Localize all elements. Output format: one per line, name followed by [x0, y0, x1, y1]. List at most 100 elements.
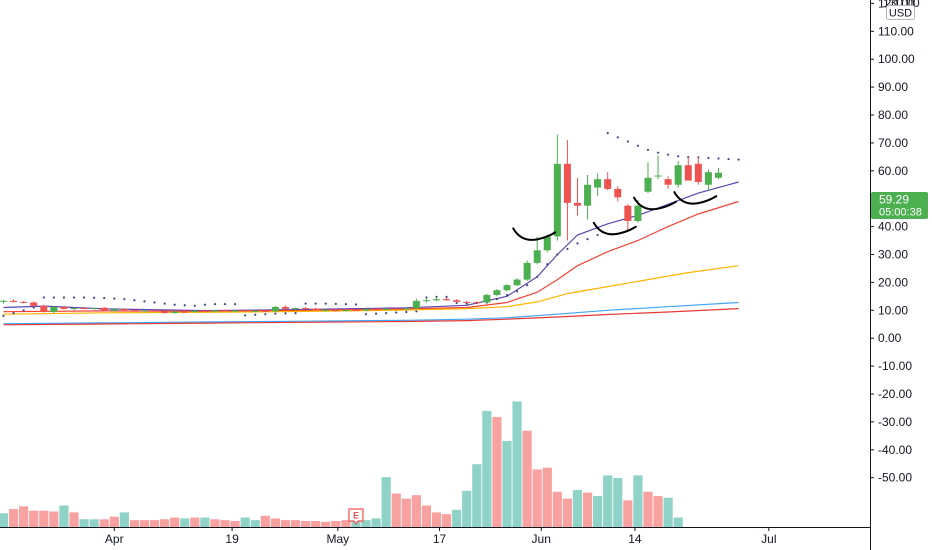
price-tick-label: -30.00 — [878, 415, 912, 429]
candle — [90, 307, 98, 310]
candle-body — [463, 301, 471, 303]
volume-bar — [572, 490, 583, 527]
candle-body — [372, 309, 380, 311]
price-tick-label: 100.00 — [878, 52, 915, 66]
volume-bar — [633, 475, 643, 527]
volume-bar — [653, 496, 663, 527]
volume-bar — [673, 517, 683, 527]
earnings-marker[interactable]: E — [348, 508, 364, 526]
candle — [382, 308, 390, 311]
candle-body — [70, 308, 78, 310]
candle-body — [422, 300, 430, 302]
psar-dot — [364, 313, 368, 316]
candle-body — [191, 310, 199, 312]
candle — [20, 301, 28, 304]
psar-dot — [566, 247, 569, 251]
volume-bar — [260, 515, 270, 527]
volume-bar — [562, 498, 573, 527]
psar-dot — [254, 313, 257, 316]
candle — [120, 308, 128, 311]
psar-dot — [153, 301, 156, 304]
psar-dot — [435, 295, 438, 299]
candle — [80, 306, 88, 310]
price-tick-label: -10.00 — [878, 359, 912, 373]
volume-bar — [391, 493, 401, 527]
psar-dot — [465, 302, 468, 305]
candle-body — [402, 308, 410, 310]
psar-dot — [264, 313, 267, 316]
volume-bar — [341, 520, 351, 527]
psar-dot — [143, 300, 146, 303]
candle — [473, 301, 481, 304]
parabolic-sar — [2, 132, 740, 317]
psar-dot — [103, 296, 106, 300]
candle — [40, 304, 48, 313]
psar-dot — [72, 296, 76, 299]
candle — [60, 305, 68, 310]
volume-bar — [270, 518, 280, 527]
candle-body — [523, 262, 531, 280]
psar-dot — [203, 303, 206, 306]
volume-bar — [462, 490, 472, 527]
price-tick-label: 30.00 — [878, 248, 908, 262]
psar-dot — [596, 233, 599, 237]
candle — [453, 299, 461, 303]
psar-dot — [123, 298, 126, 301]
candle — [292, 307, 300, 311]
candle-body — [513, 279, 521, 286]
time-tick-label: May — [326, 532, 349, 546]
candle-body — [664, 179, 672, 185]
price-tick-label: -20.00 — [878, 387, 912, 401]
candle — [614, 186, 622, 202]
price-tick-label: 60.00 — [878, 164, 908, 178]
volume-bar — [482, 410, 492, 527]
candle — [261, 309, 269, 312]
volume-bar — [180, 518, 190, 527]
psar-dot — [12, 311, 15, 315]
volume-bar — [603, 475, 613, 527]
psar-dot — [314, 302, 317, 305]
candle-body — [30, 302, 38, 306]
currency-button[interactable]: USD — [886, 5, 915, 20]
volume-bar — [29, 510, 39, 527]
last-price-badge: 59.29 05:00:38 — [871, 192, 928, 219]
candle — [312, 307, 320, 311]
candle-body — [563, 163, 571, 203]
price-tick-label: 20.00 — [878, 275, 908, 289]
volume-bar — [401, 498, 411, 527]
psar-dot — [526, 284, 529, 287]
psar-dot — [505, 293, 509, 297]
time-axis-ticks[interactable]: Apr 19 May 17 Jun 14 Jul — [105, 527, 777, 546]
candle-body — [644, 177, 652, 192]
volume-bar — [301, 520, 311, 527]
volume-bar — [623, 500, 633, 527]
candle — [271, 305, 279, 312]
psar-dot — [133, 299, 136, 302]
psar-dot — [213, 303, 217, 306]
candle-body — [412, 300, 420, 309]
volume-bar — [321, 521, 331, 527]
psar-dot — [294, 311, 297, 315]
volume-bar — [210, 519, 220, 527]
candle — [604, 172, 612, 191]
candle — [241, 309, 249, 312]
candle — [0, 299, 7, 304]
time-tick-label: 19 — [225, 532, 239, 546]
candle-body — [433, 299, 441, 301]
volume-bar — [139, 520, 150, 527]
volume-bar — [512, 401, 522, 527]
candle-body — [251, 310, 259, 312]
psar-dot — [62, 296, 66, 299]
volume-bar — [593, 496, 603, 527]
candle — [573, 177, 581, 216]
volume-bar — [331, 520, 341, 527]
volume-bar — [170, 517, 180, 527]
price-tick-label: 90.00 — [878, 80, 908, 94]
psar-dot — [717, 157, 720, 160]
psar-dot — [536, 275, 539, 278]
candle — [594, 173, 602, 196]
psar-dot — [42, 296, 45, 299]
volume-bar — [361, 520, 371, 527]
